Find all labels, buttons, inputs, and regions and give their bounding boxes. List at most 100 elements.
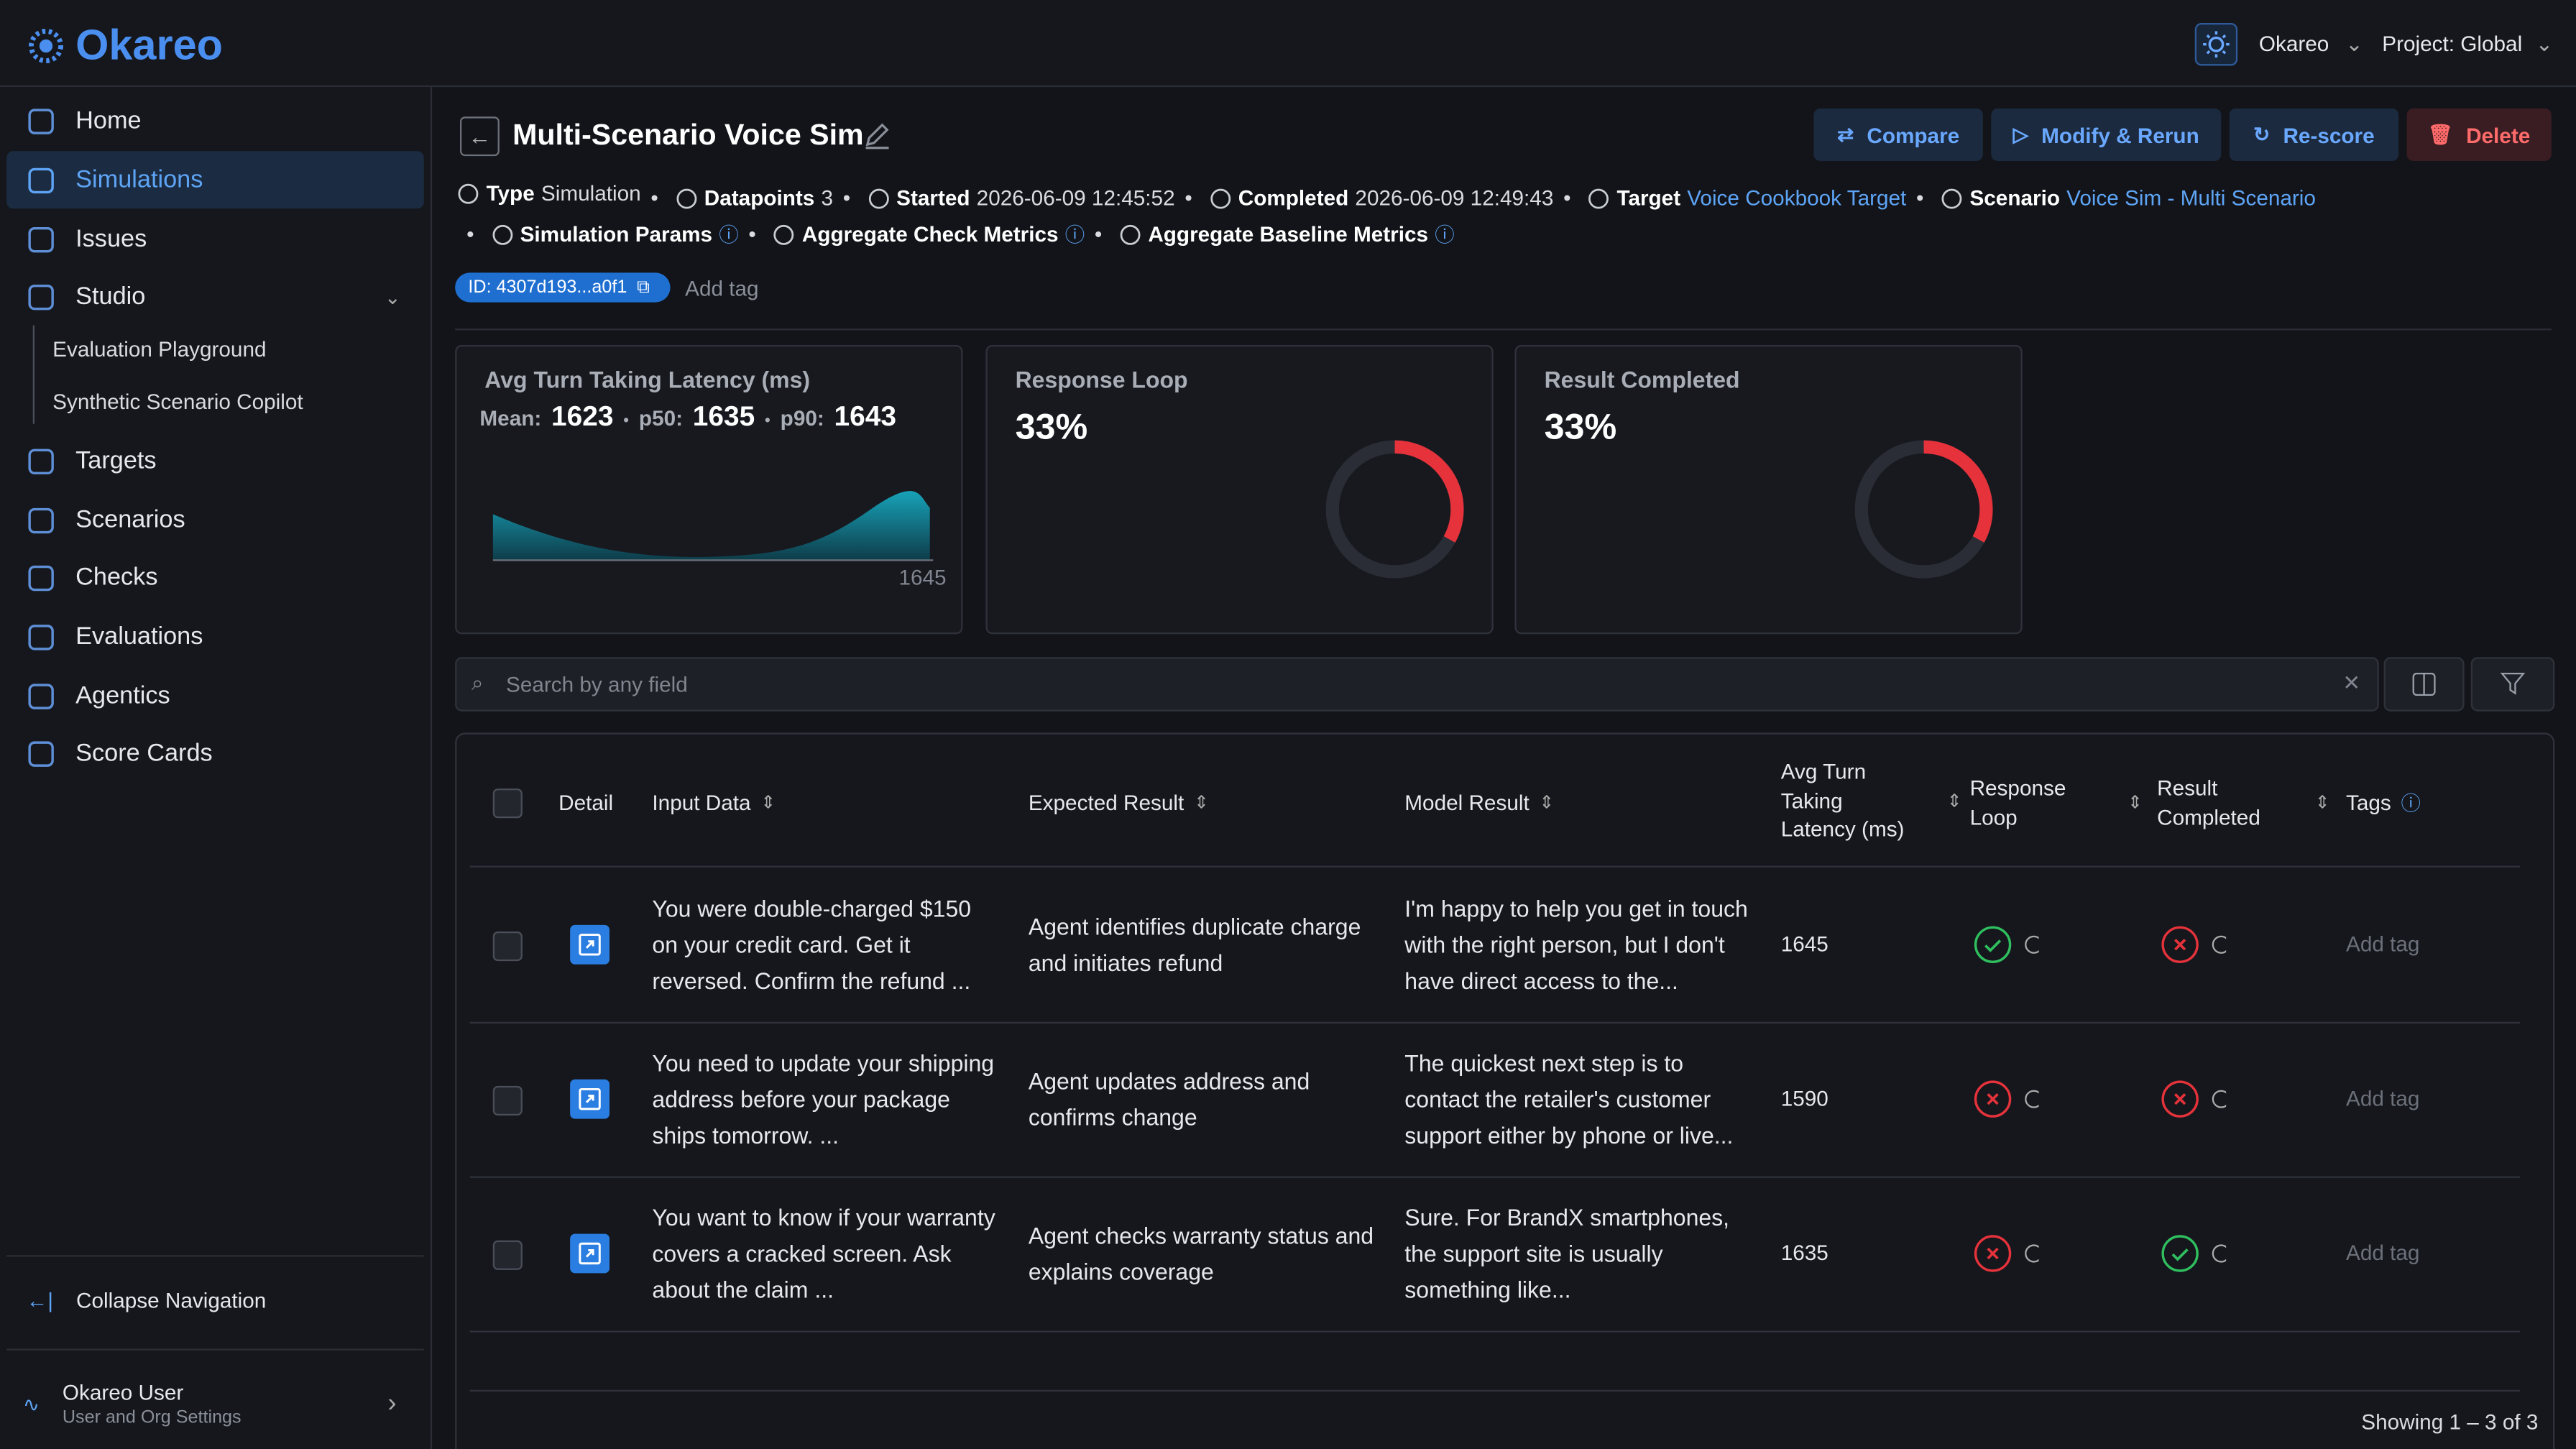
column-header[interactable]: Response Loop ⇕ <box>1970 774 2143 832</box>
filter-button[interactable] <box>2470 657 2555 712</box>
card-title: Result Completed <box>1544 366 1740 393</box>
nav-item[interactable]: Score Cards <box>6 724 424 782</box>
stat-value: 1643 <box>834 400 896 433</box>
chevron: ⌄ <box>384 285 401 308</box>
theme-toggle[interactable] <box>2194 23 2238 66</box>
expected-result: Agent identifies duplicate charge and in… <box>1028 913 1361 976</box>
collapse-nav[interactable]: ←| Collapse Navigation <box>26 1288 267 1313</box>
donut-arc <box>1854 440 1993 579</box>
card-stats: Mean: 1623 • p50: 1635 • p90: 1643 <box>479 401 896 434</box>
nav-icon <box>28 108 54 134</box>
metric-value: 33% <box>1015 405 1088 447</box>
nav-label: Evaluations <box>75 622 203 651</box>
action-button[interactable]: 🗑 Delete <box>2406 108 2552 162</box>
nav-item[interactable]: Checks <box>6 548 424 606</box>
divider <box>455 328 2552 331</box>
action-label: Modify & Rerun <box>2041 122 2199 147</box>
latency: 1645 <box>1780 932 1828 957</box>
nav-item[interactable]: Issues <box>6 211 424 268</box>
nav-label: Targets <box>75 446 157 475</box>
id-pill[interactable]: ID: 4307d193...a0f1 ⧉ <box>455 272 671 303</box>
nav-item[interactable]: Scenarios <box>6 491 424 548</box>
meta-label: Completed <box>1238 185 1349 211</box>
column-header[interactable]: Model Result ⇕ <box>1404 788 1554 817</box>
search-box[interactable]: ⌕ Search by any field ✕ <box>455 657 2379 712</box>
meta-value[interactable]: Voice Sim - Multi Scenario <box>2066 185 2316 211</box>
meta-label: Aggregate Baseline Metrics <box>1148 221 1429 247</box>
detail-button[interactable] <box>570 1233 610 1274</box>
meta-label: Aggregate Check Metrics <box>801 221 1059 247</box>
divider <box>6 1255 424 1257</box>
nav-item[interactable]: Targets <box>6 432 424 489</box>
stat-label: p90: <box>780 405 824 431</box>
user-menu[interactable]: ∿ Okareo User User and Org Settings › <box>23 1380 397 1428</box>
row-checkbox[interactable] <box>492 1085 523 1116</box>
card-title: Response Loop <box>1015 366 1188 393</box>
nav-icon <box>28 507 54 533</box>
column-header[interactable]: Expected Result ⇕ <box>1029 788 1209 817</box>
add-tag[interactable]: Add tag <box>685 276 759 301</box>
column-label: Detail <box>558 790 614 815</box>
meta-label: Started <box>896 185 970 211</box>
sort-icon: ⇕ <box>1946 791 1962 811</box>
org-menu[interactable]: Okareo ⌄ <box>2258 31 2364 56</box>
meta-item: Type Simulation <box>456 176 641 212</box>
add-tag[interactable]: Add tag <box>2346 1240 2420 1266</box>
meta-label: Datapoints <box>704 185 815 211</box>
action-button[interactable]: ⇄ Compare <box>1813 108 1983 162</box>
sort-icon: ⇕ <box>2128 794 2143 814</box>
nav-label: Scenarios <box>75 506 185 534</box>
nav-item[interactable]: Evaluations <box>6 608 424 666</box>
brand-name: Okareo <box>75 19 223 70</box>
meta-value[interactable]: Voice Cookbook Target <box>1687 185 1907 211</box>
stat-label: p50: <box>638 405 684 431</box>
nav-item[interactable]: Home <box>6 92 424 150</box>
column-header[interactable]: Result Completed ⇕ <box>2157 774 2330 832</box>
meta-icon <box>492 224 512 245</box>
expected-result: Agent checks warranty status and explain… <box>1028 1222 1374 1285</box>
action-icon: ↻ <box>2253 123 2271 147</box>
columns-button[interactable] <box>2383 657 2465 712</box>
input-data: You were double-charged $150 on your cre… <box>652 895 972 994</box>
column-header[interactable]: Input Data ⇕ <box>652 788 776 817</box>
nav-item[interactable]: Agentics <box>6 667 424 724</box>
donut-arc <box>1325 440 1464 579</box>
project-menu[interactable]: Project: Global ⌄ <box>2382 31 2554 56</box>
meta-icon <box>458 183 479 204</box>
add-tag[interactable]: Add tag <box>2346 932 2420 957</box>
row-divider <box>469 1021 2521 1024</box>
action-button[interactable]: ↻ Re-score <box>2229 108 2399 162</box>
add-tag[interactable]: Add tag <box>2346 1085 2420 1111</box>
detail-button[interactable] <box>570 1079 610 1119</box>
nav-item[interactable]: Simulations <box>6 151 424 209</box>
meta-icon <box>1120 224 1141 245</box>
row-checkbox[interactable] <box>492 932 523 962</box>
detail-button[interactable] <box>570 924 610 965</box>
top-bar: Okareo Okareo ⌄ Project: Global ⌄ <box>0 0 2576 88</box>
stat-label: Mean: <box>479 405 542 431</box>
info-icon: ⓘ <box>719 223 739 247</box>
nav-sub-item[interactable]: Synthetic Scenario Copilot <box>52 389 303 414</box>
model-result: The quickest next step is to contact the… <box>1404 1049 1734 1149</box>
row-checkbox[interactable] <box>492 1240 523 1270</box>
axis-label: 1645 <box>898 565 947 590</box>
sort-icon: ⇕ <box>1539 794 1555 814</box>
action-button[interactable]: ▷ Modify & Rerun <box>1991 108 2222 162</box>
edit-title[interactable] <box>862 120 892 150</box>
row-divider <box>469 865 2521 868</box>
column-header[interactable]: Avg Turn Taking Latency (ms) ⇕ <box>1781 758 1962 844</box>
action-icon: ▷ <box>2012 123 2028 147</box>
user-sub: User and Org Settings <box>62 1407 242 1428</box>
back-button[interactable]: ← <box>460 116 500 157</box>
nav-icon <box>28 283 54 310</box>
column-label: Result Completed <box>2157 775 2260 829</box>
select-all[interactable] <box>492 788 523 819</box>
nav-label: Score Cards <box>75 739 213 768</box>
column-header[interactable]: Tags ⓘ <box>2346 788 2421 817</box>
nav-sub-item[interactable]: Evaluation Playground <box>52 336 267 362</box>
nav-item[interactable]: Studio ⌄ <box>6 268 424 326</box>
